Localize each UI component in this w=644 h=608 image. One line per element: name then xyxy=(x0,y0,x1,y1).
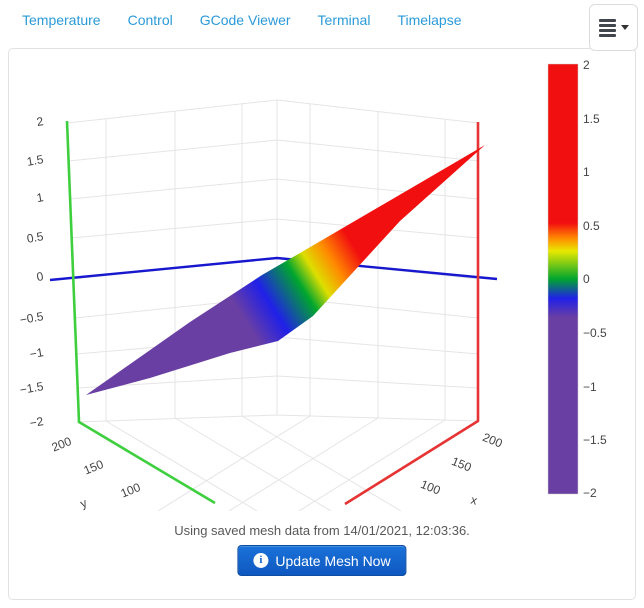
mesh-surface[interactable] xyxy=(86,145,485,395)
x-axis-title: x xyxy=(469,493,478,508)
update-mesh-button-label: Update Mesh Now xyxy=(275,552,391,569)
tab-bar: Temperature Control GCode Viewer Termina… xyxy=(22,12,462,28)
y-axis-line xyxy=(65,120,216,505)
tab-overflow-menu-button[interactable] xyxy=(589,4,638,51)
svg-text:1.5: 1.5 xyxy=(583,112,600,126)
svg-text:−1.5: −1.5 xyxy=(19,379,45,397)
svg-text:−2: −2 xyxy=(583,486,597,500)
tab-gcode-viewer[interactable]: GCode Viewer xyxy=(199,12,291,28)
svg-text:150: 150 xyxy=(82,457,106,478)
svg-text:150: 150 xyxy=(450,454,474,475)
svg-text:2: 2 xyxy=(583,58,590,72)
list-menu-icon xyxy=(598,18,616,37)
svg-text:−1.5: −1.5 xyxy=(583,433,607,447)
x-axis-line xyxy=(344,122,480,506)
svg-text:−2: −2 xyxy=(29,414,45,430)
caret-down-icon xyxy=(620,25,629,30)
tab-terminal[interactable]: Terminal xyxy=(317,12,371,28)
floor-grid xyxy=(105,415,446,511)
svg-text:−0.5: −0.5 xyxy=(583,326,607,340)
svg-text:0.5: 0.5 xyxy=(583,219,600,233)
svg-text:1: 1 xyxy=(583,165,590,179)
colorbar-tick-labels: 2 1.5 1 0.5 0 −0.5 −1 −1.5 −2 xyxy=(583,58,607,500)
svg-text:0: 0 xyxy=(36,269,45,284)
update-mesh-button[interactable]: i Update Mesh Now xyxy=(237,545,407,576)
svg-text:100: 100 xyxy=(419,477,443,498)
svg-text:−0.5: −0.5 xyxy=(19,309,45,327)
colorbar-gradient xyxy=(547,63,579,495)
svg-text:2: 2 xyxy=(36,114,45,129)
mesh-status-text: Using saved mesh data from 14/01/2021, 1… xyxy=(174,523,470,538)
svg-text:−1: −1 xyxy=(29,345,45,361)
tab-timelapse[interactable]: Timelapse xyxy=(397,12,462,28)
colorbar: 2 1.5 1 0.5 0 −0.5 −1 −1.5 −2 xyxy=(547,58,607,500)
x-tick-labels: 200 150 100 x xyxy=(419,430,505,508)
svg-text:200: 200 xyxy=(481,430,505,451)
svg-text:−1: −1 xyxy=(583,380,597,394)
z-tick-labels: 2 1.5 1 0.5 0 −0.5 −1 −1.5 −2 xyxy=(19,114,45,430)
tab-temperature[interactable]: Temperature xyxy=(22,12,101,28)
svg-text:1: 1 xyxy=(36,190,45,205)
info-icon: i xyxy=(253,553,269,568)
mesh-3d-plot[interactable]: 2 1.5 1 0.5 0 −0.5 −1 −1.5 −2 200 150 10… xyxy=(9,55,635,527)
svg-text:100: 100 xyxy=(119,480,143,501)
bed-visualizer-panel: 2 1.5 1 0.5 0 −0.5 −1 −1.5 −2 200 150 10… xyxy=(8,48,636,600)
y-tick-labels: 200 150 100 y xyxy=(50,434,143,511)
svg-text:0: 0 xyxy=(583,272,590,286)
zero-plane-line xyxy=(49,256,498,282)
svg-text:0.5: 0.5 xyxy=(26,229,45,246)
tab-control[interactable]: Control xyxy=(127,12,173,28)
y-axis-title: y xyxy=(78,496,89,511)
svg-text:1.5: 1.5 xyxy=(26,152,45,169)
svg-text:200: 200 xyxy=(50,434,74,455)
